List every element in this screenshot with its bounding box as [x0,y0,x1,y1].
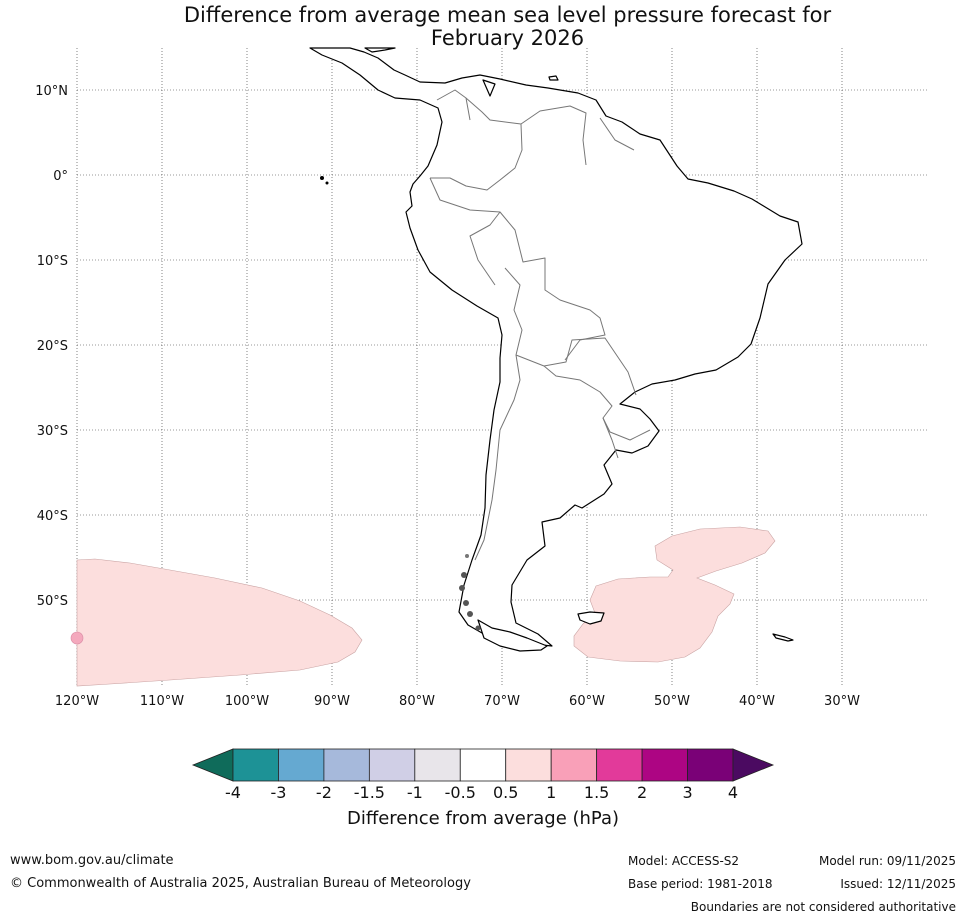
south-america-landmass [309,47,803,647]
colorbar-tick-label: -1.5 [354,783,385,800]
copyright-text: © Commonwealth of Australia 2025, Austra… [10,876,471,891]
issued-text: Issued: 12/11/2025 [840,877,956,891]
colorbar-bin [232,748,279,782]
lon-label-40w: 40°W [739,694,775,709]
south-atlantic-positive-anomaly [573,526,776,663]
lon-label-120w: 120°W [55,694,99,709]
colorbar-bin [414,748,461,782]
lat-label-0: 0° [53,169,68,184]
lon-label-60w: 60°W [569,694,605,709]
colorbar-tick-label: -2 [316,783,332,800]
lon-label-30w: 30°W [824,694,860,709]
colorbar-bin [550,748,598,782]
disclaimer-text: Boundaries are not considered authoritat… [690,900,956,914]
colorbar-bin [278,748,325,782]
colorbar-bin [687,748,734,782]
colorbar-low-extend [191,748,234,782]
tierra-del-fuego [477,619,548,652]
colorbar-title: Difference from average (hPa) [346,808,620,829]
lat-label-40s: 40°S [37,509,68,524]
lon-label-100w: 100°W [225,694,269,709]
title-line-1: Difference from average mean sea level p… [183,3,832,27]
lat-label-30s: 30°S [37,424,68,439]
lat-label-50s: 50°S [37,594,68,609]
colorbar-tick-label: -1 [407,783,423,800]
colorbar-tick-label: -4 [225,783,241,800]
colorbar-tick-label: -3 [270,783,286,800]
caribbean-islands [364,47,559,97]
small-anomaly-blob [70,631,84,645]
model-run-text: Model run: 09/11/2025 [818,854,956,868]
falkland-islands [577,611,605,625]
south-pacific-positive-anomaly [76,558,363,687]
galapagos-islands [320,176,329,185]
longitude-labels: 120°W 110°W 100°W 90°W 80°W 70°W 60°W 50… [55,694,860,709]
chile-archipelago [459,554,481,631]
lat-label-10s: 10°S [37,254,68,269]
lat-label-20s: 20°S [37,339,68,354]
base-period-text: Base period: 1981-2018 [628,877,773,891]
colorbar-tick-label: -0.5 [445,783,476,800]
colorbar-high-extend [732,748,775,782]
latitude-labels: 10°N 0° 10°S 20°S 30°S 40°S 50°S [35,84,68,609]
colorbar-tick-label: 2 [637,783,647,800]
colorbar-bin [368,748,416,782]
map-panel: 10°N 0° 10°S 20°S 30°S 40°S 50°S 120°W 1… [35,47,927,800]
colorbar-tick-label: 1.5 [584,783,609,800]
colorbar-bin [323,748,370,782]
chart-title: Difference from average mean sea level p… [150,4,865,50]
colorbar: -4 -3 -2 -1.5 -1 -0.5 0.5 1 1.5 2 3 4 [191,748,775,800]
colorbar-tick-label: 4 [728,783,738,800]
lon-label-80w: 80°W [399,694,435,709]
model-text: Model: ACCESS-S2 [628,854,740,868]
country-borders [429,89,651,561]
colorbar-tick-label: 1 [546,783,556,800]
colorbar-tick-label: 0.5 [493,783,518,800]
lon-label-90w: 90°W [314,694,350,709]
lat-label-10n: 10°N [35,84,68,99]
colorbar-bin [505,748,552,782]
colorbar-bin [596,748,643,782]
website-link[interactable]: www.bom.gov.au/climate [10,853,174,868]
south-georgia [772,633,794,642]
colorbar-tick-label: 3 [682,783,692,800]
lon-label-50w: 50°W [654,694,690,709]
lon-label-70w: 70°W [484,694,520,709]
colorbar-bin [459,748,507,782]
title-line-2: February 2026 [430,26,585,50]
colorbar-bin [641,748,688,782]
lon-label-110w: 110°W [140,694,184,709]
